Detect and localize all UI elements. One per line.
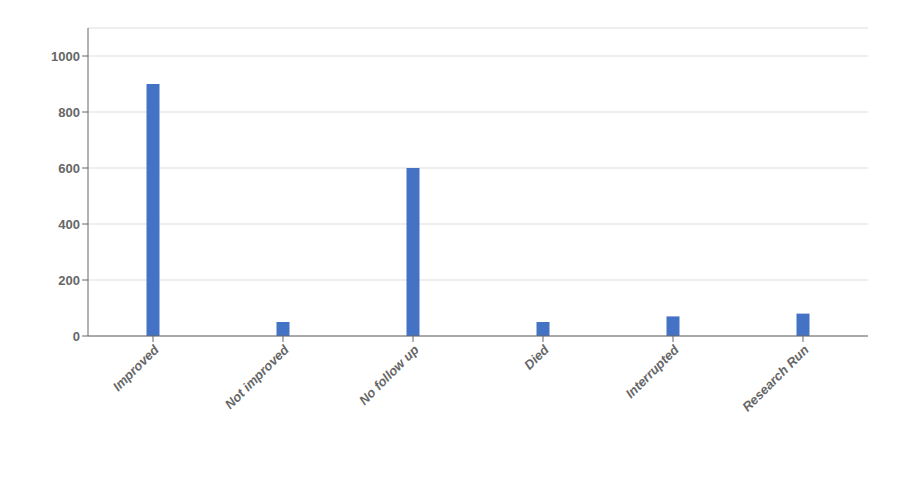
svg-text:600: 600: [58, 161, 80, 176]
svg-text:Not improved: Not improved: [222, 341, 293, 412]
svg-text:800: 800: [58, 105, 80, 120]
svg-text:No follow up: No follow up: [356, 342, 422, 408]
svg-text:Interrupted: Interrupted: [623, 341, 683, 401]
svg-text:200: 200: [58, 273, 80, 288]
svg-text:Died: Died: [521, 341, 552, 372]
svg-text:Research Run: Research Run: [739, 342, 811, 414]
svg-text:400: 400: [58, 217, 80, 232]
svg-text:0: 0: [73, 329, 80, 344]
svg-text:1000: 1000: [51, 49, 80, 64]
svg-text:Improved: Improved: [110, 341, 163, 394]
